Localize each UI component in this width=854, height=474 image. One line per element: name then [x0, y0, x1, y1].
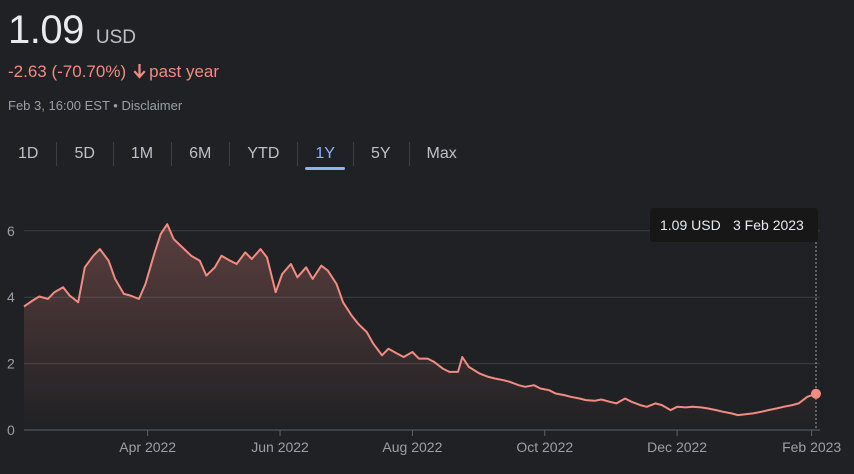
price-change-row: -2.63 (-70.70%) past year — [8, 62, 219, 82]
x-tick-label: Apr 2022 — [119, 439, 176, 455]
y-tick-label: 6 — [7, 223, 15, 239]
x-tick-label: Aug 2022 — [382, 439, 442, 455]
tab-1m[interactable]: 1M — [112, 139, 171, 169]
x-tick-label: Jun 2022 — [251, 439, 309, 455]
current-point-marker — [811, 388, 821, 399]
timestamp: Feb 3, 16:00 EST — [8, 98, 110, 113]
y-tick-label: 2 — [7, 356, 15, 372]
range-tabs: 1D 5D 1M 6M YTD 1Y 5Y Max — [0, 138, 475, 170]
separator-dot: • — [113, 98, 118, 113]
price-change: -2.63 (-70.70%) — [8, 62, 127, 81]
price-chart-svg[interactable]: 0 2 4 6 Apr 2022 Jun 2022 Aug 2022 Oct 2022 Dec… — [0, 200, 854, 469]
disclaimer-link[interactable]: Disclaimer — [121, 98, 183, 113]
arrow-down-icon — [133, 64, 146, 79]
price-chart[interactable]: 0 2 4 6 Apr 2022 Jun 2022 Aug 2022 Oct 2022 Dec… — [0, 200, 854, 469]
price-line — [23, 223, 817, 417]
price-area — [24, 224, 816, 430]
tooltip-date: 3 Feb 2023 — [733, 217, 804, 233]
tab-1y[interactable]: 1Y — [297, 139, 353, 169]
tab-5d[interactable]: 5D — [56, 139, 112, 169]
tooltip-value: 1.09 USD — [660, 217, 721, 233]
price-row: 1.09 USD — [8, 6, 136, 54]
y-tick-label: 0 — [7, 422, 15, 438]
tooltip-box — [650, 208, 818, 242]
x-tick-label: Dec 2022 — [647, 439, 707, 455]
y-tick-label: 4 — [7, 289, 15, 305]
current-price: 1.09 — [8, 8, 84, 52]
tab-5y[interactable]: 5Y — [352, 139, 409, 169]
currency-label: USD — [95, 27, 136, 48]
tab-ytd[interactable]: YTD — [229, 139, 297, 169]
x-tick-label: Oct 2022 — [516, 439, 573, 455]
x-tick-label: Feb 2023 — [782, 439, 841, 455]
timestamp-row: Feb 3, 16:00 EST • Disclaimer — [8, 98, 182, 113]
tab-1d[interactable]: 1D — [18, 145, 39, 162]
tab-6m[interactable]: 6M — [171, 139, 229, 169]
change-period: past year — [149, 62, 220, 81]
tab-max[interactable]: Max — [408, 139, 475, 169]
